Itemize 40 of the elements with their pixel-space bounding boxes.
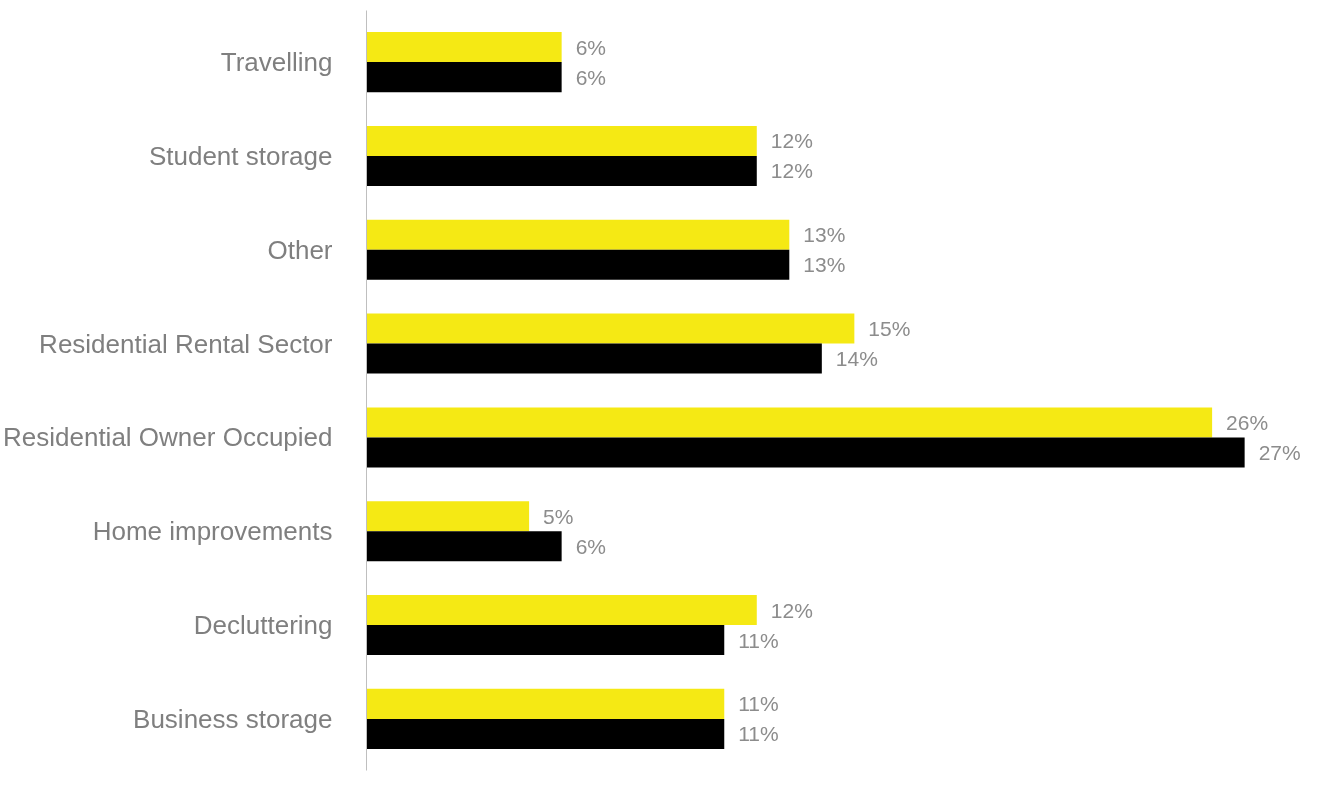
bar [366,437,1245,468]
y-tick-label: Student storage [148,140,333,171]
data-label: 15% [868,317,911,341]
bar [366,625,725,656]
data-label: 13% [803,253,846,277]
bar [366,155,757,186]
y-tick-label: Other [267,234,333,265]
bar [366,343,822,374]
data-label: 6% [575,65,606,89]
data-label: 11% [738,628,779,652]
data-label: 27% [1258,440,1301,464]
data-label: 12% [770,159,813,183]
bar [366,249,790,280]
bar [366,718,725,749]
y-tick-label: Home improvements [92,516,333,547]
bar [366,688,725,719]
data-label: 14% [835,347,878,371]
y-tick-label: Residential Rental Sector [39,328,333,359]
data-label: 11% [738,692,779,716]
y-tick-label: Business storage [133,703,333,734]
bar [366,62,562,93]
bar [366,407,1213,438]
data-label: 5% [543,504,574,528]
y-tick-label: Residential Owner Occupied [3,422,333,453]
data-label: 11% [738,722,779,746]
bar [366,501,530,532]
bar [366,219,790,250]
bar [366,32,562,63]
y-tick-label: Decluttering [193,610,333,641]
bar [366,531,562,562]
bar [366,313,855,344]
y-tick-label: Travelling [220,47,333,78]
data-label: 13% [803,223,846,247]
bar [366,125,757,156]
data-label: 12% [770,129,813,153]
bar [366,595,757,626]
data-label: 6% [575,35,606,59]
data-label: 26% [1226,410,1269,434]
data-label: 12% [770,598,813,622]
data-label: 6% [575,534,606,558]
